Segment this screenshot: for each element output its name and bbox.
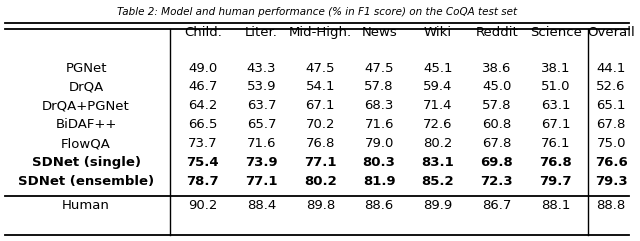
Text: 89.8: 89.8: [306, 199, 335, 212]
Text: 72.3: 72.3: [481, 175, 513, 188]
Text: 60.8: 60.8: [482, 118, 511, 131]
Text: 75.0: 75.0: [596, 137, 626, 150]
Text: 45.1: 45.1: [423, 61, 452, 74]
Text: 47.5: 47.5: [306, 61, 335, 74]
Text: 80.3: 80.3: [363, 156, 396, 169]
Text: 63.1: 63.1: [541, 99, 570, 112]
Text: 71.4: 71.4: [423, 99, 452, 112]
Text: 67.1: 67.1: [306, 99, 335, 112]
Text: 46.7: 46.7: [188, 80, 218, 94]
Text: 51.0: 51.0: [541, 80, 570, 94]
Text: 79.0: 79.0: [364, 137, 394, 150]
Text: Child.: Child.: [184, 26, 221, 39]
Text: 77.1: 77.1: [245, 175, 278, 188]
Text: 65.1: 65.1: [596, 99, 626, 112]
Text: 63.7: 63.7: [247, 99, 276, 112]
Text: 88.4: 88.4: [247, 199, 276, 212]
Text: 88.1: 88.1: [541, 199, 570, 212]
Text: 80.2: 80.2: [304, 175, 337, 188]
Text: 67.8: 67.8: [482, 137, 511, 150]
Text: 81.9: 81.9: [363, 175, 396, 188]
Text: Science: Science: [530, 26, 582, 39]
Text: 83.1: 83.1: [422, 156, 454, 169]
Text: PGNet: PGNet: [65, 61, 107, 74]
Text: Human: Human: [62, 199, 110, 212]
Text: 57.8: 57.8: [364, 80, 394, 94]
Text: 73.7: 73.7: [188, 137, 218, 150]
Text: Table 2: Model and human performance (% in F1 score) on the CoQA test set: Table 2: Model and human performance (% …: [116, 7, 517, 17]
Text: 57.8: 57.8: [482, 99, 511, 112]
Text: FlowQA: FlowQA: [61, 137, 111, 150]
Text: News: News: [362, 26, 397, 39]
Text: 70.2: 70.2: [306, 118, 335, 131]
Text: 67.1: 67.1: [541, 118, 570, 131]
Text: 80.2: 80.2: [423, 137, 452, 150]
Text: 73.9: 73.9: [245, 156, 278, 169]
Text: 44.1: 44.1: [596, 61, 626, 74]
Text: Wiki: Wiki: [424, 26, 452, 39]
Text: 66.5: 66.5: [188, 118, 218, 131]
Text: 79.3: 79.3: [595, 175, 627, 188]
Text: 77.1: 77.1: [304, 156, 337, 169]
Text: 89.9: 89.9: [423, 199, 452, 212]
Text: 76.1: 76.1: [541, 137, 570, 150]
Text: 65.7: 65.7: [247, 118, 276, 131]
Text: DrQA: DrQA: [68, 80, 104, 94]
Text: 86.7: 86.7: [482, 199, 511, 212]
Text: Mid-High.: Mid-High.: [289, 26, 352, 39]
Text: SDNet (single): SDNet (single): [31, 156, 141, 169]
Text: 49.0: 49.0: [188, 61, 218, 74]
Text: Liter.: Liter.: [245, 26, 278, 39]
Text: 71.6: 71.6: [247, 137, 276, 150]
Text: 53.9: 53.9: [247, 80, 276, 94]
Text: 76.8: 76.8: [306, 137, 335, 150]
Text: 45.0: 45.0: [482, 80, 511, 94]
Text: 78.7: 78.7: [186, 175, 219, 188]
Text: 69.8: 69.8: [481, 156, 513, 169]
Text: 52.6: 52.6: [596, 80, 626, 94]
Text: 88.8: 88.8: [596, 199, 626, 212]
Text: DrQA+PGNet: DrQA+PGNet: [42, 99, 130, 112]
Text: 90.2: 90.2: [188, 199, 218, 212]
Text: 47.5: 47.5: [364, 61, 394, 74]
Text: 67.8: 67.8: [596, 118, 626, 131]
Text: 71.6: 71.6: [364, 118, 394, 131]
Text: BiDAF++: BiDAF++: [55, 118, 116, 131]
Text: SDNet (ensemble): SDNet (ensemble): [18, 175, 154, 188]
Text: 85.2: 85.2: [422, 175, 454, 188]
Text: Overall: Overall: [588, 26, 635, 39]
Text: 76.6: 76.6: [595, 156, 628, 169]
Text: 54.1: 54.1: [306, 80, 335, 94]
Text: 64.2: 64.2: [188, 99, 218, 112]
Text: 43.3: 43.3: [247, 61, 276, 74]
Text: 75.4: 75.4: [186, 156, 219, 169]
Text: 68.3: 68.3: [364, 99, 394, 112]
Text: 79.7: 79.7: [540, 175, 572, 188]
Text: 88.6: 88.6: [365, 199, 394, 212]
Text: Reddit: Reddit: [476, 26, 518, 39]
Text: 38.6: 38.6: [482, 61, 511, 74]
Text: 76.8: 76.8: [539, 156, 572, 169]
Text: 72.6: 72.6: [423, 118, 452, 131]
Text: 38.1: 38.1: [541, 61, 570, 74]
Text: 59.4: 59.4: [423, 80, 452, 94]
